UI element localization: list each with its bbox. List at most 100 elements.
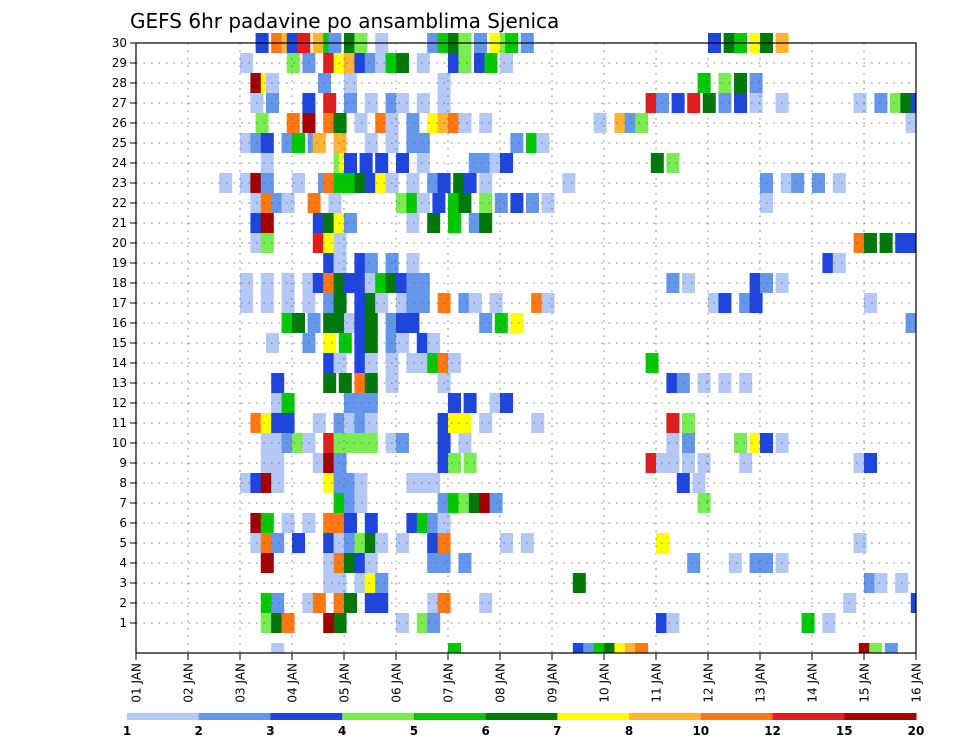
heatmap-cell [344,153,357,173]
y-tick-label: 18 [112,276,127,290]
x-tick-label: 14 JAN [806,663,820,703]
heatmap-cell [354,273,368,293]
heatmap-cell [240,173,253,193]
colorbar-label: 6 [481,724,489,738]
x-tick-label: 09 JAN [546,663,560,703]
heatmap-cell [583,643,597,653]
heatmap-cell [281,273,295,293]
heatmap-cell [432,193,446,213]
heatmap-cell [323,613,337,633]
heatmap-cell [864,573,877,593]
heatmap-cell [333,173,347,193]
heatmap-cell [271,193,285,213]
heatmap-cell [271,533,285,553]
heatmap-cell [635,643,649,653]
heatmap-cell [364,313,378,333]
heatmap-cell [697,493,711,513]
heatmap-cell [354,413,368,433]
heatmap-cell [396,193,409,213]
heatmap-cell [718,293,732,313]
y-tick-label: 9 [119,456,127,470]
x-tick-label: 03 JAN [234,663,248,703]
heatmap-cell [292,173,305,193]
heatmap-cell [323,53,337,73]
heatmap-cell [364,273,378,293]
heatmap-cell [572,643,586,653]
colorbar-swatch [629,713,702,720]
colorbar-label: 8 [625,724,633,738]
heatmap-cell [832,173,846,193]
y-tick-label: 23 [112,176,127,190]
heatmap-cell [375,573,389,593]
heatmap-cell [416,613,430,633]
colorbar-swatch [413,713,487,720]
heatmap-cell [333,433,347,453]
x-tick-label: 04 JAN [286,663,300,703]
heatmap-cell [687,553,701,573]
heatmap-cell [791,173,805,193]
heatmap-cell [406,113,420,133]
heatmap-cell [375,113,389,133]
colorbar-swatch [342,713,415,720]
heatmap-cell [364,93,378,113]
y-tick-label: 19 [112,256,127,270]
heatmap-cell [635,113,649,133]
y-tick-label: 22 [112,196,127,210]
y-tick-label: 14 [112,356,127,370]
heatmap-cell [479,153,493,173]
heatmap-cell [728,553,742,573]
heatmap-cell [364,553,378,573]
heatmap-cell [479,593,493,613]
heatmap-cell [500,153,513,173]
heatmap-cell [822,253,836,273]
heatmap-cell [645,353,659,373]
heatmap-cell [406,133,420,153]
heatmap-cell [739,373,753,393]
heatmap-cell [734,73,747,93]
heatmap-cell [479,193,493,213]
y-tick-label: 27 [112,96,127,110]
heatmap-cell [364,573,378,593]
heatmap-cell [479,313,493,333]
heatmap-cell [396,533,409,553]
heatmap-cell [458,113,472,133]
heatmap-cell [281,513,295,533]
heatmap-cell [427,533,441,553]
heatmap-cell [780,173,794,193]
heatmap-cell [463,453,477,473]
heatmap-cell [500,53,513,73]
heatmap-cell [323,533,337,553]
heatmap-cell [354,393,368,413]
colorbar-swatch [557,713,630,720]
heatmap-cell [416,273,430,293]
heatmap-cell [448,493,461,513]
heatmap-cell [458,413,472,433]
heatmap-cell [328,193,342,213]
heatmap-cell [260,513,274,533]
heatmap-cell [458,493,472,513]
heatmap-cell [260,613,274,633]
y-tick-label: 4 [119,556,127,570]
y-tick-label: 21 [112,216,127,230]
heatmap-cell [479,173,493,193]
heatmap-cell [333,513,347,533]
heatmap-cell [396,293,409,313]
heatmap-cell [900,93,914,113]
heatmap-cell [468,293,482,313]
heatmap-cell [531,293,545,313]
heatmap-cell [271,613,285,633]
heatmap-cell [271,593,285,613]
heatmap-cell [718,373,732,393]
y-tick-label: 26 [112,116,127,130]
heatmap-cell [375,53,389,73]
heatmap-cell [853,233,867,253]
heatmap-cell [718,73,732,93]
heatmap-cell [666,153,680,173]
heatmap-cell [323,293,337,313]
heatmap-cell [406,193,420,213]
heatmap-cell [354,553,368,573]
heatmap-cell [541,193,555,213]
heatmap-cell [333,113,347,133]
heatmap-cell [307,313,321,333]
heatmap-cell [364,433,378,453]
